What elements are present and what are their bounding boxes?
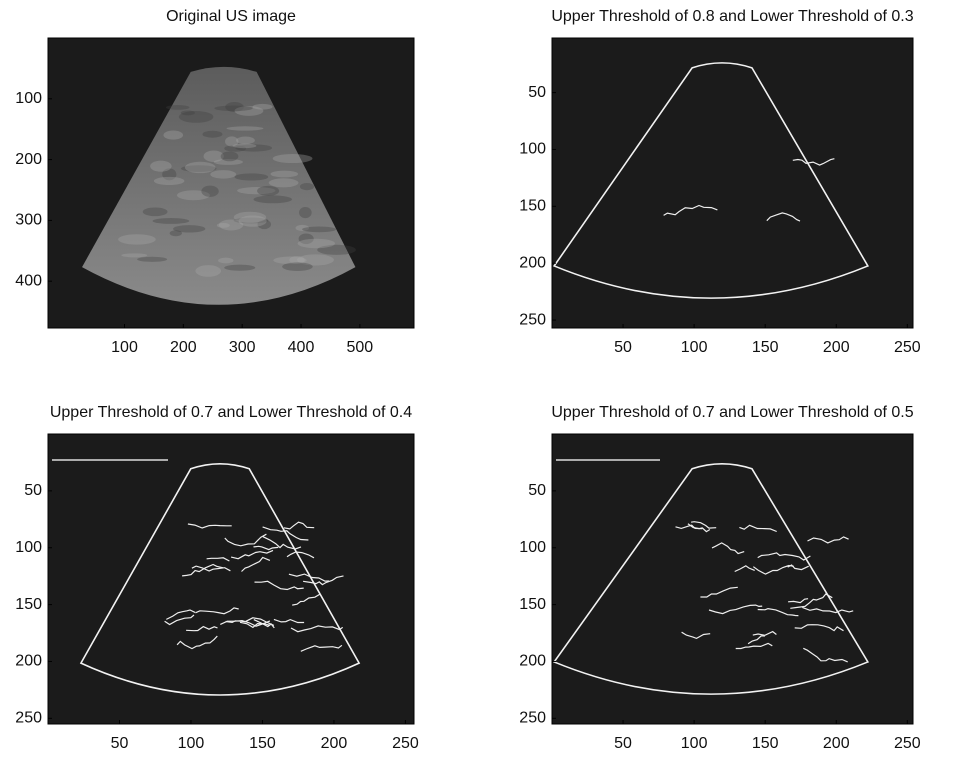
y-tick-label: 100 [15, 539, 42, 556]
speckle [214, 106, 252, 112]
chart-title: Upper Threshold of 0.7 and Lower Thresho… [50, 404, 412, 421]
speckle [219, 219, 243, 230]
x-tick-label: 200 [170, 339, 197, 356]
x-tick-label: 250 [894, 339, 921, 356]
speckle [195, 265, 221, 277]
x-tick-label: 50 [614, 735, 632, 752]
y-tick-label: 300 [15, 212, 42, 229]
y-tick-label: 200 [519, 653, 546, 670]
speckle [118, 234, 156, 244]
speckle [163, 130, 183, 139]
y-tick-label: 250 [519, 710, 546, 727]
speckle [143, 207, 168, 216]
speckle [269, 178, 299, 187]
speckle [254, 195, 292, 203]
speckle [153, 218, 190, 224]
speckle [298, 239, 335, 248]
x-tick-label: 300 [229, 339, 256, 356]
x-tick-label: 50 [111, 735, 129, 752]
speckle [150, 161, 172, 172]
speckle [121, 253, 147, 257]
x-tick-label: 500 [347, 339, 374, 356]
y-tick-label: 150 [15, 596, 42, 613]
speckle [226, 126, 263, 130]
y-tick-label: 100 [519, 141, 546, 158]
speckle [179, 111, 214, 123]
chart-title: Upper Threshold of 0.7 and Lower Thresho… [551, 404, 913, 421]
speckle [232, 144, 256, 149]
speckle [270, 171, 298, 178]
y-tick-label: 50 [24, 482, 42, 499]
speckle [302, 227, 336, 233]
speckle [224, 265, 255, 271]
x-tick-label: 200 [823, 735, 850, 752]
speckle [203, 131, 223, 138]
speckle [236, 137, 255, 145]
speckle [185, 162, 216, 173]
chart-title: Original US image [166, 8, 296, 25]
chart-title: Upper Threshold of 0.8 and Lower Thresho… [551, 8, 913, 25]
figure: Original US image 100 200 300 400 500 100 200 30… [0, 0, 969, 757]
y-tick-label: 250 [519, 311, 546, 328]
speckle [166, 105, 190, 110]
speckle [257, 186, 279, 196]
speckle [210, 170, 236, 179]
speckle [201, 186, 218, 197]
y-tick-label: 150 [519, 596, 546, 613]
y-tick-label: 200 [519, 254, 546, 271]
y-tick-label: 100 [519, 539, 546, 556]
image-background [48, 434, 414, 724]
speckle [173, 225, 205, 232]
y-tick-label: 200 [15, 151, 42, 168]
y-tick-label: 50 [528, 84, 546, 101]
speckle [299, 207, 312, 218]
x-tick-label: 100 [178, 735, 205, 752]
speckle [235, 173, 269, 180]
y-tick-label: 250 [15, 710, 42, 727]
x-tick-label: 400 [288, 339, 315, 356]
x-tick-label: 250 [392, 735, 419, 752]
x-tick-label: 150 [752, 339, 779, 356]
speckle [300, 183, 314, 190]
x-tick-label: 250 [894, 735, 921, 752]
y-tick-label: 400 [15, 272, 42, 289]
x-tick-label: 150 [249, 735, 276, 752]
speckle [137, 257, 167, 262]
x-tick-label: 100 [681, 339, 708, 356]
x-tick-label: 100 [111, 339, 138, 356]
x-tick-label: 200 [321, 735, 348, 752]
y-tick-label: 150 [519, 198, 546, 215]
speckle [154, 177, 185, 185]
speckle [273, 154, 313, 163]
x-tick-label: 100 [681, 735, 708, 752]
x-tick-label: 200 [823, 339, 850, 356]
x-tick-label: 50 [614, 339, 632, 356]
speckle [218, 258, 233, 264]
x-tick-label: 150 [752, 735, 779, 752]
y-tick-label: 100 [15, 90, 42, 107]
speckle [221, 151, 239, 161]
y-tick-label: 50 [528, 482, 546, 499]
y-tick-label: 200 [15, 653, 42, 670]
speckle [282, 262, 313, 271]
